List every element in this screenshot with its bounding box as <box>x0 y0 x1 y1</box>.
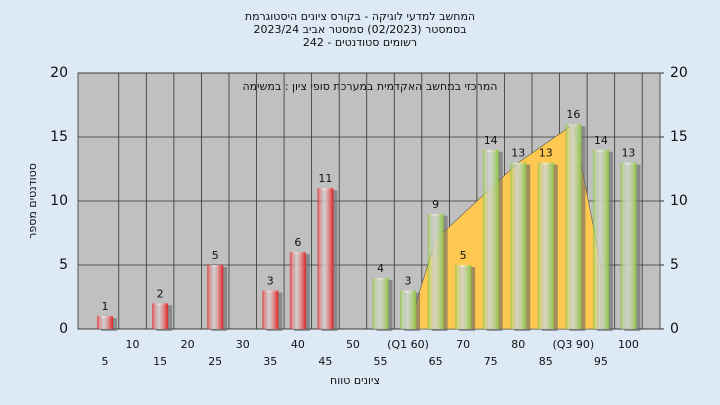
value-label: 3 <box>405 275 412 288</box>
x-tick-label: 55 <box>374 355 388 368</box>
y2-tick-label: 10 <box>670 193 688 209</box>
value-label: 9 <box>432 198 439 211</box>
y2-tick-label: 15 <box>670 129 688 145</box>
x-tick-label: 35 <box>263 355 277 368</box>
bar <box>565 124 582 329</box>
value-label: 13 <box>539 147 553 160</box>
x-tick-label: 75 <box>484 355 498 368</box>
value-label: 1 <box>102 300 109 313</box>
bar <box>455 265 472 329</box>
x-tick-label: (Q3 90) <box>552 338 594 351</box>
y2-tick-label: 0 <box>670 321 679 337</box>
subtitle: רשומים סטודנטים - 242 <box>303 36 417 49</box>
value-label: 6 <box>294 236 301 249</box>
x-tick-label: 80 <box>511 338 525 351</box>
x-tick-label: 70 <box>456 338 470 351</box>
subtitle: בסמסטר (02/2023) סמסטר אביב 2023/24 <box>253 23 466 36</box>
bar <box>207 265 224 329</box>
y2-tick-label: 20 <box>670 65 688 81</box>
x-tick-label: 10 <box>126 338 140 351</box>
x-tick-label: 65 <box>429 355 443 368</box>
value-label: 14 <box>594 134 608 147</box>
value-label: 16 <box>566 108 580 121</box>
x-axis-label: ציונים טווח <box>330 374 380 387</box>
value-label: 13 <box>621 147 635 160</box>
x-tick-label: 95 <box>594 355 608 368</box>
x-tick-label: 15 <box>153 355 167 368</box>
value-label: 13 <box>511 147 525 160</box>
x-tick-label: 85 <box>539 355 553 368</box>
bar <box>537 162 554 329</box>
y-tick-label: 10 <box>50 193 68 209</box>
value-label: 5 <box>212 249 219 262</box>
x-tick-label: 100 <box>618 338 639 351</box>
y-tick-label: 20 <box>50 65 68 81</box>
value-label: 11 <box>318 172 332 185</box>
annotation: המרכזי במחשב האקדמית במערכת סופי ציון : … <box>243 80 498 93</box>
x-tick-label: 20 <box>181 338 195 351</box>
bar <box>592 149 609 329</box>
y-tick-label: 0 <box>59 321 68 337</box>
y-tick-label: 5 <box>59 257 68 273</box>
y-axis-label: סטודנטים מספר <box>26 163 39 239</box>
bar <box>482 149 499 329</box>
value-label: 14 <box>484 134 498 147</box>
bar <box>427 213 444 329</box>
value-label: 3 <box>267 275 274 288</box>
bar <box>510 162 527 329</box>
bar <box>317 188 334 329</box>
y2-tick-label: 5 <box>670 257 679 273</box>
y-tick-label: 15 <box>50 129 68 145</box>
x-tick-label: 50 <box>346 338 360 351</box>
bar <box>400 290 417 329</box>
value-label: 2 <box>157 287 164 300</box>
bar <box>97 316 113 329</box>
x-tick-label: 30 <box>236 338 250 351</box>
x-tick-label: (Q1 60) <box>387 338 429 351</box>
x-tick-label: 45 <box>318 355 332 368</box>
x-tick-label: 5 <box>102 355 109 368</box>
bar <box>289 252 306 329</box>
x-tick-label: 40 <box>291 338 305 351</box>
x-tick-label: 25 <box>208 355 222 368</box>
bar <box>372 277 389 329</box>
chart-title: המחשב למדעי לוגיקה - בקורס ציונים היסטוג… <box>245 10 475 23</box>
value-label: 5 <box>460 249 467 262</box>
value-label: 4 <box>377 262 384 275</box>
bar <box>152 303 169 329</box>
bar <box>620 162 637 329</box>
bar <box>262 290 279 329</box>
